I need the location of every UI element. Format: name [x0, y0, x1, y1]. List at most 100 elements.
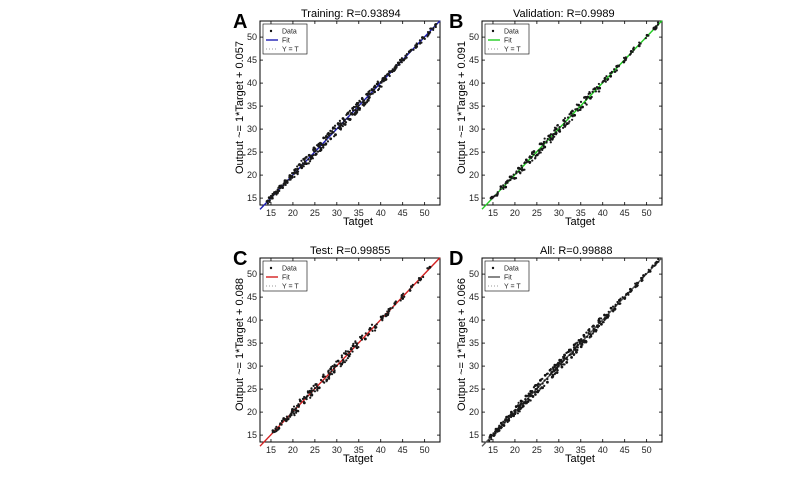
data-point — [401, 58, 404, 61]
data-point — [415, 45, 418, 48]
data-point — [334, 134, 337, 137]
data-point — [371, 92, 374, 95]
data-point — [355, 344, 358, 347]
data-point — [571, 118, 574, 121]
data-point — [558, 362, 561, 365]
data-point — [647, 34, 650, 37]
data-point — [562, 126, 565, 129]
data-point — [650, 266, 653, 269]
legend-marker-data — [491, 29, 495, 33]
x-tick-label: 45 — [620, 208, 630, 218]
data-point — [571, 109, 574, 112]
data-point — [331, 127, 334, 130]
data-point — [598, 321, 601, 325]
data-point — [266, 202, 269, 205]
chart-title: Validation: R=0.9989 — [513, 8, 615, 20]
data-point — [357, 345, 360, 349]
data-point — [517, 404, 520, 408]
data-point — [552, 132, 555, 136]
data-point — [319, 146, 322, 150]
data-point — [282, 184, 285, 187]
data-point — [533, 150, 536, 153]
legend-box — [262, 23, 308, 55]
data-point — [653, 28, 657, 31]
data-point — [315, 383, 318, 386]
data-point — [330, 370, 333, 373]
data-point — [517, 408, 520, 411]
data-point — [609, 74, 613, 78]
y-axis-label: Output ~= 1*Target + 0.066 — [456, 277, 468, 411]
data-point — [557, 129, 560, 132]
scatter-plot: 15 20 25 30 35 40 45 50 15 20 25 30 35 40 45 50 Data Fit Y… — [247, 257, 441, 455]
legend-label: Data — [282, 29, 297, 36]
data-point — [638, 43, 641, 47]
data-point — [418, 278, 421, 281]
y-axis-label: Output ~= 1*Target + 0.088 — [234, 277, 246, 411]
data-point — [297, 403, 300, 406]
data-point — [376, 80, 379, 83]
data-point — [574, 342, 577, 345]
data-point — [310, 393, 314, 396]
x-tick-label: 40 — [598, 208, 608, 218]
x-tick-label: 40 — [598, 445, 608, 455]
x-tick-label: 45 — [620, 445, 630, 455]
data-point — [640, 276, 643, 280]
data-point — [548, 134, 552, 137]
y-tick-label: 35 — [469, 101, 479, 111]
data-point — [432, 27, 435, 30]
data-point — [377, 87, 381, 91]
data-point — [293, 175, 296, 178]
data-point — [276, 190, 279, 193]
legend-marker-data — [269, 266, 273, 270]
data-point — [584, 95, 587, 99]
data-point — [566, 358, 569, 361]
data-point — [275, 425, 278, 428]
data-point — [333, 124, 337, 127]
data-point — [514, 405, 518, 408]
data-point — [298, 398, 301, 401]
data-point — [312, 384, 315, 387]
data-point — [580, 342, 583, 345]
data-point — [585, 331, 588, 334]
data-point — [576, 343, 579, 346]
data-point — [405, 52, 409, 56]
data-point — [621, 296, 624, 299]
data-point — [512, 173, 515, 176]
data-point — [333, 369, 336, 372]
data-point — [584, 101, 587, 105]
data-point — [624, 296, 627, 299]
data-points — [488, 257, 660, 442]
data-point — [546, 377, 549, 381]
data-point — [647, 268, 650, 271]
data-point — [301, 397, 305, 400]
data-point — [573, 348, 576, 351]
data-point — [509, 415, 513, 419]
data-point — [339, 362, 342, 365]
y-tick-label: 30 — [247, 124, 257, 134]
data-point — [602, 79, 606, 83]
y-tick-label: 40 — [469, 315, 479, 325]
y-axis-label: Output ~= 1*Target + 0.057 — [234, 40, 246, 174]
data-point — [530, 390, 533, 393]
data-point — [529, 392, 532, 395]
data-point — [573, 113, 577, 117]
data-point — [536, 389, 540, 392]
data-point — [525, 401, 529, 404]
data-point — [590, 95, 593, 99]
data-point — [338, 119, 342, 122]
data-point — [347, 350, 351, 353]
data-point — [347, 111, 350, 114]
data-point — [524, 158, 528, 162]
y-tick-label: 35 — [247, 338, 257, 348]
data-point — [423, 37, 426, 41]
data-point — [592, 88, 595, 91]
data-point — [371, 329, 374, 333]
data-point — [530, 151, 534, 154]
data-point — [534, 384, 538, 387]
data-point — [514, 411, 517, 414]
data-point — [495, 427, 499, 431]
data-point — [550, 370, 554, 373]
data-point — [391, 306, 394, 309]
chart-panel-a: Training: R=0.93894 A 15 20 25 30 35 40 45 50 15… — [223, 8, 448, 246]
data-point — [339, 125, 342, 128]
